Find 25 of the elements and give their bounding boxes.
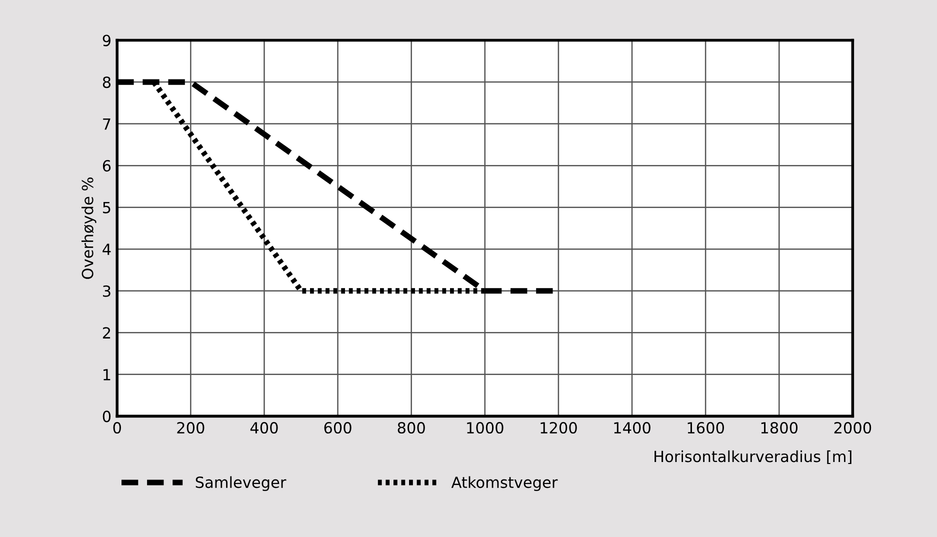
x-tick-label: 0 (113, 422, 121, 434)
x-tick-label: 2000 (834, 422, 872, 434)
y-tick-label: 1 (104, 369, 110, 380)
x-tick-label: 200 (177, 422, 204, 434)
x-tick-label: 1000 (467, 422, 504, 434)
x-tick-label: 1600 (688, 422, 724, 434)
x-tick-label: 600 (324, 422, 352, 434)
y-tick-label: 8 (102, 76, 111, 88)
legend-label: Samleveger (196, 476, 286, 492)
y-tick-label: 2 (102, 327, 110, 338)
x-tick-label: 1200 (540, 422, 577, 434)
y-tick-label: 9 (102, 34, 110, 46)
y-tick-label: 4 (102, 244, 111, 255)
x-tick-label: 1400 (614, 422, 650, 434)
y-axis-title: Overhøyde % (82, 178, 96, 279)
y-tick-label: 0 (102, 410, 111, 422)
y-tick-label: 6 (102, 160, 111, 172)
y-tick-label: 7 (103, 118, 110, 130)
x-axis-title: Horisontalkurveradius [m] (654, 450, 852, 464)
x-tick-label: 800 (398, 422, 425, 434)
legend-label: Atkomstveger (451, 476, 558, 492)
x-tick-label: 400 (250, 422, 278, 434)
y-tick-label: 5 (103, 202, 110, 214)
x-tick-label: 1800 (761, 422, 798, 434)
y-tick-label: 3 (103, 285, 110, 297)
